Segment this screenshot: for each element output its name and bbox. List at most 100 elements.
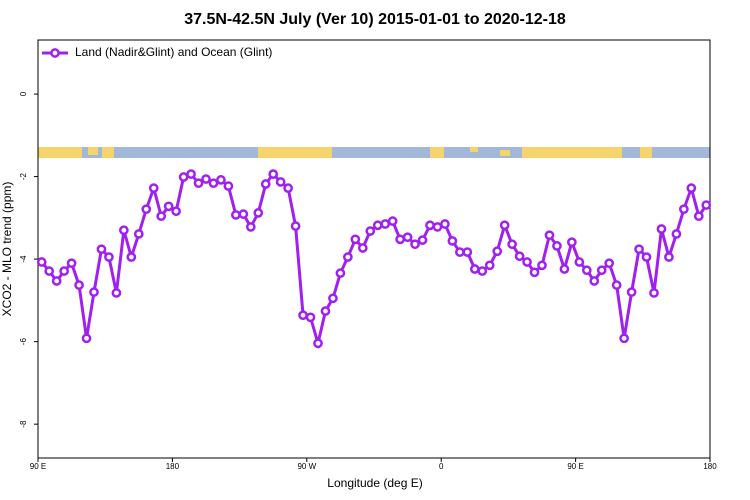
x-tick-label: 90 E — [30, 462, 46, 471]
data-point — [567, 237, 577, 248]
data-point — [462, 247, 473, 257]
data-point — [275, 177, 286, 187]
chart-title: 37.5N-42.5N July (Ver 10) 2015-01-01 to … — [184, 11, 566, 28]
data-point — [253, 208, 264, 218]
land-ocean-strip — [38, 147, 710, 158]
data-point — [208, 178, 219, 189]
data-point — [417, 235, 428, 245]
data-point — [619, 333, 629, 344]
data-point — [350, 234, 361, 245]
data-point — [626, 287, 637, 297]
x-tick-label: 90 E — [567, 462, 583, 471]
legend-label: Land (Nadir&Glint) and Ocean (Glint) — [75, 45, 272, 59]
data-point — [357, 243, 368, 253]
data-point — [290, 221, 301, 231]
data-point — [537, 260, 547, 271]
data-point — [596, 265, 607, 276]
data-point — [66, 258, 77, 269]
data-point — [260, 179, 271, 189]
data-point — [268, 169, 279, 179]
x-tick-label: 180 — [166, 462, 180, 471]
data-point — [163, 201, 174, 212]
y-axis-label: XCO2 - MLO trend (ppm) — [0, 182, 14, 317]
data-point — [171, 206, 181, 217]
data-point — [126, 252, 137, 262]
data-point — [552, 241, 562, 251]
x-tick-label: 180 — [703, 462, 717, 471]
data-point — [119, 225, 129, 236]
data-point — [514, 251, 525, 262]
data-point — [395, 234, 405, 245]
data-point — [305, 312, 316, 323]
y-tick-label: -6 — [19, 338, 28, 346]
data-point — [81, 333, 92, 344]
data-point — [455, 247, 465, 257]
plot-frame — [37, 39, 711, 459]
data-point — [477, 266, 488, 276]
data-point — [544, 230, 555, 241]
data-point — [447, 236, 458, 246]
series-line — [40, 171, 708, 350]
data-point — [186, 169, 196, 179]
data-point — [499, 220, 510, 231]
data-point — [365, 226, 376, 236]
x-tick-label: 0 — [439, 462, 444, 471]
data-point — [507, 239, 517, 250]
data-point — [701, 200, 712, 210]
data-point — [320, 306, 331, 316]
data-point — [380, 219, 391, 229]
data-point — [410, 239, 420, 250]
data-point — [36, 257, 47, 267]
x-tick-label: 90 W — [297, 462, 316, 471]
data-point — [671, 229, 682, 239]
data-point — [469, 264, 480, 274]
y-tick-label: -4 — [19, 255, 28, 263]
data-point — [559, 264, 570, 274]
data-point — [440, 219, 450, 229]
data-point — [223, 181, 234, 191]
data-point — [238, 209, 249, 219]
data-point — [649, 288, 659, 298]
data-point — [328, 293, 338, 304]
legend-marker — [50, 48, 60, 58]
data-point — [231, 210, 241, 220]
data-point — [44, 266, 55, 276]
data-point — [589, 276, 600, 286]
y-tick-label: 0 — [19, 91, 28, 96]
data-point — [679, 204, 689, 215]
x-axis-label: Longitude (deg E) — [327, 476, 422, 490]
data-point — [604, 258, 615, 269]
data-point — [484, 260, 495, 271]
data-point — [283, 183, 293, 193]
data-point — [656, 224, 667, 234]
data-point — [522, 257, 532, 267]
data-point — [343, 252, 353, 262]
data-point — [581, 265, 592, 276]
data-point — [574, 257, 585, 267]
data-point — [96, 244, 107, 255]
data-point — [178, 172, 189, 182]
data-point — [492, 246, 503, 257]
data-point — [89, 287, 99, 297]
data-point — [298, 310, 308, 321]
data-point — [201, 174, 211, 184]
data-point — [634, 244, 644, 255]
data-point — [156, 211, 167, 222]
data-point — [529, 267, 540, 278]
data-point — [141, 204, 152, 215]
data-point — [686, 183, 697, 193]
data-point — [104, 252, 114, 262]
data-point — [133, 229, 144, 239]
data-point — [313, 338, 323, 349]
data-point — [641, 252, 652, 262]
data-point — [74, 280, 84, 290]
data-point — [216, 175, 226, 185]
data-point — [664, 252, 674, 262]
data-point — [51, 276, 62, 286]
data-point — [611, 280, 622, 290]
data-point — [148, 183, 159, 193]
data-point — [111, 288, 122, 298]
data-point — [402, 232, 413, 243]
